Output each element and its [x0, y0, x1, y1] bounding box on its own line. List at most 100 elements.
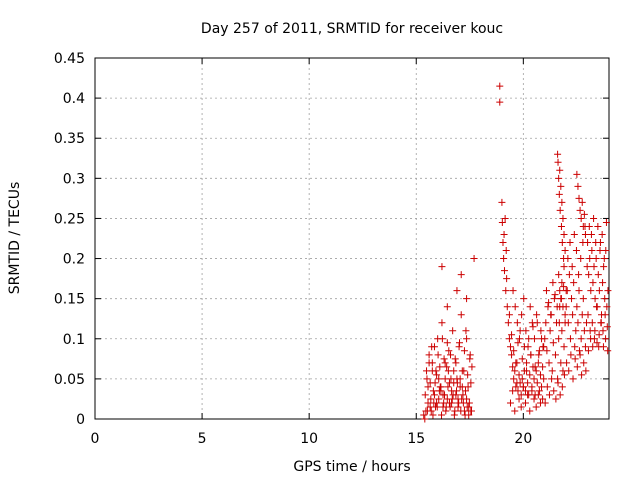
data-point	[521, 399, 529, 407]
data-point	[455, 399, 463, 407]
data-point	[515, 371, 523, 379]
data-point	[543, 347, 551, 355]
data-point	[588, 247, 596, 255]
data-point	[556, 206, 564, 214]
data-point	[441, 359, 449, 367]
data-point	[434, 351, 442, 359]
data-point	[587, 230, 595, 238]
data-point	[432, 367, 440, 375]
data-point	[540, 375, 548, 383]
data-point	[545, 299, 553, 307]
data-point	[582, 367, 590, 375]
data-point	[555, 335, 563, 343]
data-point	[522, 327, 530, 335]
data-point	[519, 383, 527, 391]
data-point	[592, 239, 600, 247]
data-point	[563, 359, 571, 367]
data-point	[530, 395, 538, 403]
data-point	[526, 371, 534, 379]
data-point	[468, 363, 476, 371]
data-point	[451, 355, 459, 363]
data-point	[561, 311, 569, 319]
x-tick-label: 0	[91, 431, 100, 447]
data-point	[534, 391, 542, 399]
data-point	[569, 375, 577, 383]
data-point	[513, 319, 521, 327]
data-point	[423, 375, 431, 383]
data-point	[547, 311, 555, 319]
data-point	[428, 343, 436, 351]
data-point	[506, 343, 514, 351]
data-point	[587, 335, 595, 343]
data-point	[585, 271, 593, 279]
x-tick-label: 15	[407, 431, 425, 447]
data-point	[541, 335, 549, 343]
data-point	[521, 387, 529, 395]
data-point	[498, 218, 506, 226]
data-point	[456, 375, 464, 383]
data-point	[597, 319, 605, 327]
data-point	[467, 379, 475, 387]
data-point	[539, 363, 547, 371]
data-point	[511, 367, 519, 375]
data-point	[462, 387, 470, 395]
data-point	[461, 411, 469, 419]
data-point	[584, 347, 592, 355]
data-point	[435, 387, 443, 395]
data-point	[558, 383, 566, 391]
data-point	[500, 267, 508, 275]
data-point	[575, 194, 583, 202]
data-point	[465, 399, 473, 407]
data-point	[528, 319, 536, 327]
data-point	[541, 399, 549, 407]
data-point	[452, 359, 460, 367]
data-point	[593, 339, 601, 347]
data-point	[515, 395, 523, 403]
data-point	[546, 327, 554, 335]
data-point	[561, 247, 569, 255]
data-point	[545, 359, 553, 367]
data-point	[558, 279, 566, 287]
axis-ticks: 0 0.05 0.1 0.15 0.2 0.25 0.3 0.35 0.4 0.45 0 5 10 15 2…	[54, 51, 609, 447]
data-point	[551, 351, 559, 359]
data-point	[502, 247, 510, 255]
data-point	[441, 391, 449, 399]
data-point	[500, 230, 508, 238]
data-point	[556, 287, 564, 295]
data-point	[505, 335, 513, 343]
data-point	[555, 174, 563, 182]
data-point	[433, 403, 441, 411]
data-point	[523, 359, 531, 367]
data-point	[454, 403, 462, 411]
data-point	[602, 218, 610, 226]
data-point	[539, 395, 547, 403]
data-point	[447, 375, 455, 383]
data-point	[594, 222, 602, 230]
data-point	[496, 98, 504, 106]
data-point	[563, 287, 571, 295]
data-point	[466, 351, 474, 359]
data-point	[457, 311, 465, 319]
y-tick-label: 0.1	[63, 332, 85, 348]
data-point	[539, 343, 547, 351]
data-point	[453, 379, 461, 387]
data-point	[580, 210, 588, 218]
data-point	[572, 327, 580, 335]
data-point	[574, 182, 582, 190]
data-point	[581, 343, 589, 351]
data-point	[552, 395, 560, 403]
data-point	[599, 327, 607, 335]
data-point	[533, 311, 541, 319]
data-point	[444, 383, 452, 391]
x-tick-label: 10	[300, 431, 318, 447]
data-point	[542, 319, 550, 327]
y-tick-label: 0.15	[54, 292, 85, 308]
data-point	[420, 411, 428, 419]
y-tick-label: 0.35	[54, 131, 85, 147]
data-point	[570, 230, 578, 238]
data-point	[445, 379, 453, 387]
data-point	[524, 379, 532, 387]
data-point	[526, 303, 534, 311]
data-point	[557, 222, 565, 230]
